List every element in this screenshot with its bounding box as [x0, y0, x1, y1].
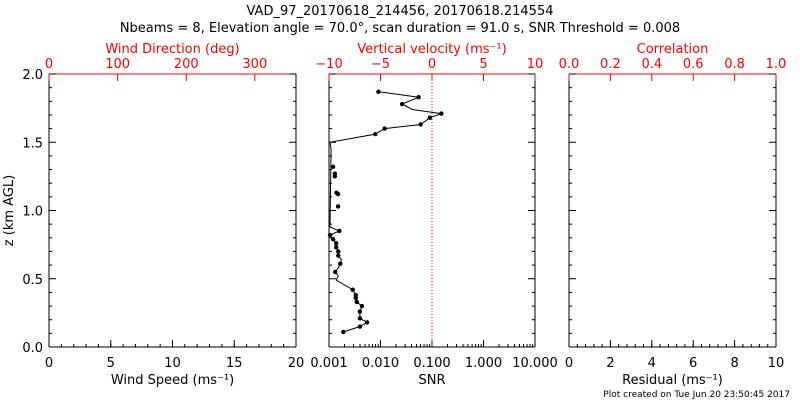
top-axis-label: Vertical velocity (ms⁻¹) [357, 42, 506, 57]
vertical-velocity-point [350, 287, 355, 292]
top-x-tick-label: 0.2 [600, 57, 621, 72]
top-x-tick-label: 0.0 [559, 57, 580, 72]
x-axis-label: Residual (ms⁻¹) [622, 373, 723, 388]
top-axis-label: Wind Direction (deg) [105, 42, 239, 57]
x-tick-label: 20 [288, 356, 305, 371]
x-axis-label: SNR [418, 373, 445, 388]
snr-markers-point [335, 204, 341, 209]
correlation-panel: 0 2 4 6 8 10 Residual (ms⁻¹) 0.0 0.2 0.4 0.6 0.8 1.0… [559, 42, 787, 388]
vertical-velocity-point [416, 95, 421, 100]
top-x-tick-label: 100 [105, 57, 130, 72]
x-tick-label: 0.010 [362, 356, 399, 371]
top-x-tick-label: 0.4 [641, 57, 662, 72]
x-tick-label: 6 [689, 356, 697, 371]
vertical-velocity-point [336, 253, 341, 258]
top-x-tick-label: 5 [479, 57, 487, 72]
y-tick-label: 2.0 [22, 68, 43, 83]
top-x-tick-label: 300 [242, 57, 267, 72]
x-tick-label: 10.000 [512, 356, 558, 371]
vertical-velocity-point [357, 316, 363, 321]
x-tick-label: 5 [107, 356, 115, 371]
x-tick-label: 2 [606, 356, 614, 371]
vertical-velocity-point [427, 115, 433, 120]
vertical-velocity-point [382, 126, 387, 131]
y-tick-label: 1.0 [22, 205, 43, 220]
snr-markers-point [330, 164, 336, 170]
top-x-tick-label: 1.0 [766, 57, 787, 72]
x-axis-label: Wind Speed (ms⁻¹) [111, 373, 234, 388]
top-x-tick-label: 0.6 [683, 57, 704, 72]
x-tick-label: 10 [768, 356, 785, 371]
x-tick-label: 1.000 [465, 356, 502, 371]
x-tick-label: 0 [565, 356, 573, 371]
vertical-velocity-point [337, 228, 342, 234]
y-tick-label: 0.0 [22, 341, 43, 356]
vertical-velocity-point [373, 131, 378, 137]
x-tick-label: 10 [164, 356, 181, 371]
x-tick-label: 0 [45, 356, 53, 371]
vertical-velocity-point [376, 89, 381, 94]
top-x-tick-label: 10 [527, 57, 544, 72]
vertical-velocity-point [357, 309, 363, 314]
snr-markers-point [334, 190, 339, 195]
top-x-tick-label: 0 [428, 57, 436, 72]
vertical-velocity-point [418, 122, 423, 127]
vertical-velocity-point [332, 269, 338, 275]
top-x-tick-label: 0 [45, 57, 53, 72]
title-line-1: VAD_97_20170618_214456, 20170618.214554 [247, 4, 554, 19]
title-line-2: Nbeams = 8, Elevation angle = 70.0°, sca… [120, 21, 680, 36]
top-axis-label: Correlation [637, 42, 709, 57]
vertical-velocity-point [353, 292, 358, 298]
y-tick-label: 1.5 [22, 136, 43, 151]
vertical-velocity-point [357, 324, 363, 329]
top-x-tick-label: −5 [371, 57, 390, 72]
snr-markers-point [332, 171, 338, 176]
top-x-tick-label: 0.8 [724, 57, 745, 72]
vertical-velocity-point [359, 303, 365, 309]
y-axis-label: z (km AGL) [2, 175, 17, 246]
top-x-tick-label: −10 [315, 57, 342, 72]
snr-panel: 0.001 0.010 0.100 1.000 10.000 SNR −10 −5 0 5 10 Ve… [310, 42, 557, 388]
vertical-velocity-point [341, 329, 346, 335]
vertical-velocity-point [338, 261, 343, 266]
x-tick-label: 8 [730, 356, 738, 371]
x-tick-label: 0.001 [310, 356, 347, 371]
vertical-velocity-point [364, 320, 370, 325]
y-tick-label: 0.5 [22, 273, 43, 288]
vertical-velocity-point [334, 241, 339, 246]
x-tick-label: 4 [648, 356, 656, 371]
vertical-velocity-point [330, 236, 336, 242]
vertical-velocity-point [399, 101, 405, 107]
x-tick-label: 15 [226, 356, 243, 371]
top-x-tick-label: 200 [174, 57, 199, 72]
vertical-velocity-point [327, 232, 333, 238]
x-tick-label: 0.100 [413, 356, 450, 371]
wind-panel: 0.0 0.5 1.0 1.5 2.0 z (km AGL) 0 5 10 15 20 Wind Sp… [2, 42, 304, 388]
vertical-velocity-point [336, 249, 341, 254]
vertical-velocity-point [354, 299, 360, 305]
vertical-velocity-point [334, 245, 339, 250]
plot-footer: Plot created on Tue Jun 20 23:50:45 2017 [603, 390, 790, 400]
vertical-velocity-point [439, 111, 444, 116]
